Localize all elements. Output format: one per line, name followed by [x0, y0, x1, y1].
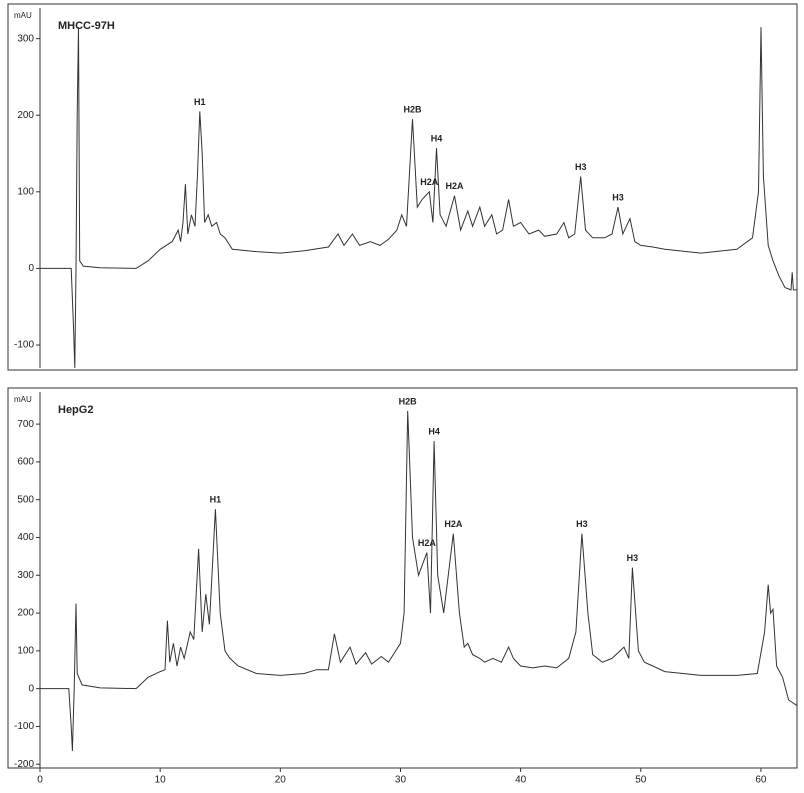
peak-label: H2A: [420, 177, 439, 187]
y-tick-label: 100: [17, 186, 34, 197]
x-tick-label: 60: [755, 775, 767, 786]
x-tick-label: 50: [635, 775, 647, 786]
y-tick-label: 300: [17, 33, 34, 44]
peak-label: H4: [428, 427, 440, 437]
y-axis-label: mAU: [14, 11, 32, 20]
panel-frame: [7, 3, 798, 371]
y-tick-label: -100: [14, 721, 34, 732]
peak-label: H3: [575, 162, 587, 172]
y-tick-label: 200: [17, 110, 34, 121]
peak-label: H3: [627, 553, 639, 563]
y-tick-label: 500: [17, 494, 34, 505]
peak-label: H4: [431, 134, 443, 144]
y-tick-label: 700: [17, 419, 34, 430]
peak-label: H2A: [446, 181, 465, 191]
peak-label: H2B: [399, 396, 418, 406]
y-tick-label: 0: [28, 683, 34, 694]
peak-label: H1: [210, 495, 222, 505]
chromatogram-trace: [40, 27, 797, 369]
peak-label: H2B: [403, 104, 422, 114]
peak-label: H2A: [444, 519, 463, 529]
chart-title: HepG2: [58, 404, 93, 416]
x-tick-label: 40: [515, 775, 527, 786]
peak-label: H2A: [418, 538, 437, 548]
chromatogram-trace: [40, 410, 798, 752]
y-axis-label: mAU: [14, 395, 32, 404]
x-tick-label: 20: [275, 775, 287, 786]
y-tick-label: 300: [17, 570, 34, 581]
peak-label: H3: [612, 193, 624, 203]
x-tick-label: 0: [37, 775, 43, 786]
panel-frame: [7, 387, 798, 769]
y-tick-label: 100: [17, 645, 34, 656]
y-tick-label: 200: [17, 608, 34, 619]
y-tick-label: 0: [28, 263, 34, 274]
peak-label: H1: [194, 97, 206, 107]
y-tick-label: -200: [14, 759, 34, 770]
y-tick-label: 400: [17, 532, 34, 543]
x-tick-label: 10: [155, 775, 167, 786]
x-tick-label: 30: [395, 775, 407, 786]
y-tick-label: 600: [17, 457, 34, 468]
peak-label: H3: [576, 519, 588, 529]
y-tick-label: -100: [14, 340, 34, 351]
chart-title: MHCC-97H: [58, 20, 115, 32]
